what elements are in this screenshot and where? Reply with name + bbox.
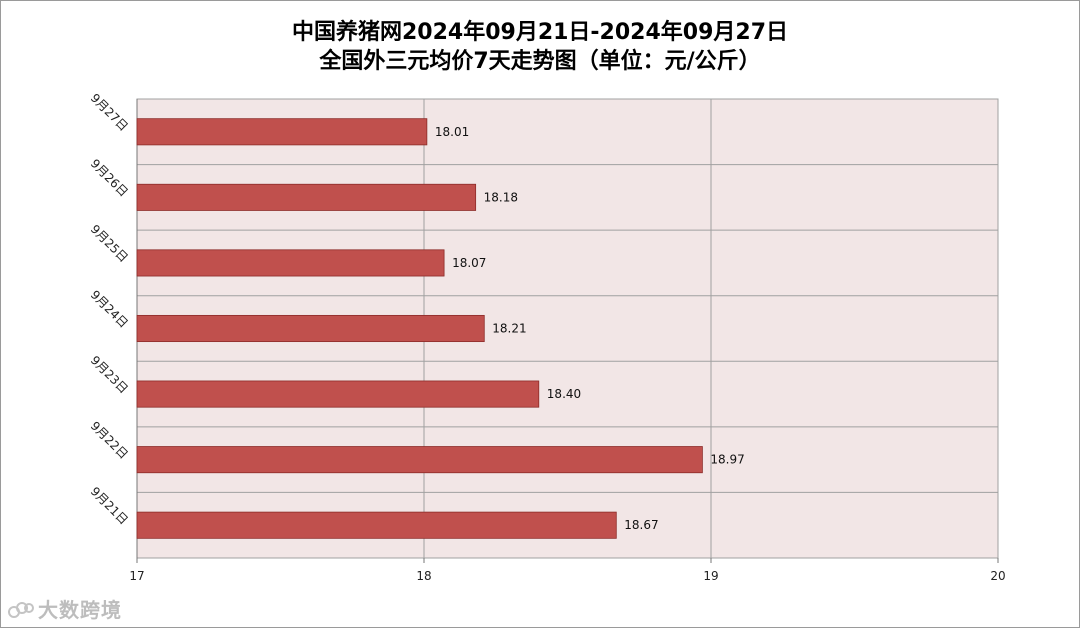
bar bbox=[136, 314, 485, 343]
data-label: 18.67 bbox=[624, 518, 658, 532]
data-label: 18.07 bbox=[452, 256, 486, 270]
brand-logo-icon bbox=[8, 602, 34, 618]
x-tick-label: 18 bbox=[416, 569, 431, 583]
data-label: 18.21 bbox=[492, 322, 526, 336]
data-label: 18.18 bbox=[484, 190, 518, 204]
bar bbox=[136, 183, 477, 211]
bar bbox=[136, 118, 428, 146]
y-tick-label: 9月27日 bbox=[88, 91, 131, 134]
y-tick-label: 9月25日 bbox=[88, 222, 131, 265]
y-tick-label: 9月23日 bbox=[88, 353, 131, 396]
data-label: 18.97 bbox=[710, 453, 744, 467]
bar bbox=[136, 446, 703, 474]
bar bbox=[136, 380, 540, 408]
data-label: 18.40 bbox=[547, 387, 581, 401]
y-tick-label: 9月21日 bbox=[88, 484, 131, 527]
y-tick-label: 9月22日 bbox=[88, 419, 131, 462]
y-tick-label: 9月24日 bbox=[88, 288, 131, 331]
chart-title: 中国养猪网2024年09月21日-2024年09月27日 bbox=[291, 20, 789, 45]
x-tick-label: 20 bbox=[990, 569, 1005, 583]
x-tick-label: 17 bbox=[129, 569, 144, 583]
watermark-text: 大数跨境 bbox=[38, 598, 122, 622]
x-tick-label: 19 bbox=[703, 569, 718, 583]
bar bbox=[136, 511, 617, 539]
chart-subtitle: 全国外三元均价7天走势图（单位：元/公斤） bbox=[319, 49, 761, 74]
y-tick-label: 9月26日 bbox=[88, 156, 131, 199]
watermark: 大数跨境 bbox=[8, 594, 122, 623]
bar bbox=[136, 249, 445, 277]
chart-title-block: 中国养猪网2024年09月21日-2024年09月27日 全国外三元均价7天走势… bbox=[0, 18, 1080, 76]
data-label: 18.01 bbox=[435, 125, 469, 139]
